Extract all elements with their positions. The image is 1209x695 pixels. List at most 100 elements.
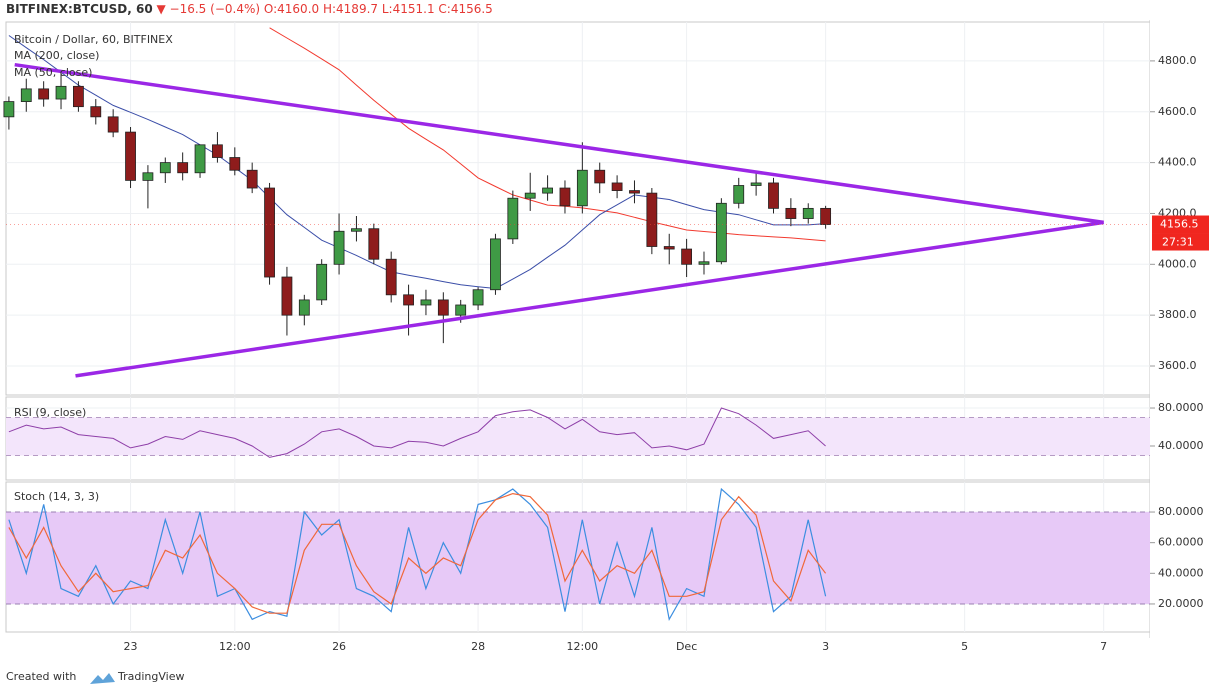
candle-body (3, 101, 15, 118)
candle-body (437, 299, 449, 316)
rsi-title: RSI (9, close) (14, 406, 86, 419)
candle-body (733, 185, 745, 204)
candle-body (385, 258, 397, 296)
low: L:4151.1 (382, 2, 435, 16)
price-tag-label: 4156.5 (1160, 218, 1199, 231)
candle-body (246, 169, 258, 189)
candle-body (316, 263, 328, 301)
candle-body (351, 228, 362, 232)
change: ▼ −16.5 (−0.4%) (157, 2, 261, 16)
candle-body (90, 106, 102, 118)
candle-body (212, 144, 223, 158)
price-tag (1152, 215, 1209, 234)
y-tick-label: 40.0000 (1158, 566, 1204, 579)
candle-body (177, 162, 189, 174)
trendline (75, 220, 1104, 378)
candle-body (663, 246, 675, 250)
x-tick-label: 12:00 (219, 640, 251, 653)
y-tick-label: 4800.0 (1158, 54, 1197, 67)
candle-body (611, 182, 623, 191)
y-tick-label: 4400.0 (1158, 156, 1197, 169)
candle-body (768, 182, 779, 209)
candle-body (159, 162, 171, 174)
stoch-title: Stoch (14, 3, 3) (14, 490, 99, 503)
candle-body (681, 248, 693, 265)
band (6, 417, 1150, 456)
x-tick-label: 28 (471, 640, 485, 653)
y-tick-label: 3800.0 (1158, 308, 1197, 321)
candle-body (542, 187, 553, 194)
candle-body (820, 207, 832, 225)
price-axis (1150, 20, 1209, 638)
x-tick-label: 5 (961, 640, 968, 653)
candle-body (715, 202, 727, 263)
x-tick-label: 12:00 (566, 640, 598, 653)
candle-body (142, 172, 154, 181)
y-tick-label: 60.0000 (1158, 536, 1204, 549)
logo (90, 673, 115, 684)
candle-body (38, 88, 50, 100)
x-tick-label: Dec (676, 640, 697, 653)
stoch-line (8, 492, 827, 614)
countdown-label: 27:31 (1162, 236, 1194, 249)
candle-body (229, 157, 241, 171)
open: O:4160.0 (264, 2, 319, 16)
candle-body (802, 207, 814, 219)
candle-body (298, 299, 310, 316)
ma-label: MA (200, close) (14, 49, 99, 62)
rsi-line (8, 407, 826, 458)
candle-body (646, 192, 658, 247)
y-tick-label: 3600.0 (1158, 359, 1197, 372)
candle-body (264, 187, 275, 278)
brand[interactable]: TradingView (117, 670, 184, 683)
candle-body (73, 85, 84, 108)
symbol: BITFINEX:BTCUSD, 60 (6, 2, 153, 16)
pane-title: Bitcoin / Dollar, 60, BITFINEX (14, 33, 173, 46)
x-tick-label: 7 (1100, 640, 1107, 653)
candle-body (524, 192, 536, 199)
candle-body (194, 144, 206, 174)
x-tick-label: 23 (124, 640, 138, 653)
candle-body (333, 230, 345, 265)
candle-body (125, 131, 136, 181)
footer-text: Created with (6, 670, 76, 683)
candle-body (490, 238, 501, 291)
candle-body (420, 299, 432, 306)
candle-body (559, 187, 571, 207)
trendline (14, 62, 1104, 225)
candle-body (107, 116, 119, 133)
stoch-line (8, 487, 827, 622)
x-tick-label: 26 (332, 640, 346, 653)
header: BITFINEX:BTCUSD, 60 ▼ −16.5 (−0.4%) O:41… (6, 2, 493, 16)
candle-body (594, 169, 606, 184)
countdown-tag (1152, 233, 1209, 251)
grid (5, 20, 1209, 638)
candle-body (629, 190, 640, 194)
moving-average (8, 35, 826, 290)
y-tick-label: 40.0000 (1158, 439, 1204, 452)
candle-body (403, 294, 414, 306)
candle-body (576, 169, 588, 207)
x-tick-label: 3 (822, 640, 829, 653)
candle-body (507, 197, 519, 240)
moving-average (269, 27, 826, 242)
candle-body (785, 207, 797, 219)
candle-body (455, 304, 467, 316)
ma-label: MA (50, close) (14, 66, 92, 79)
plot (3, 27, 1150, 622)
y-tick-label: 80.0000 (1158, 505, 1204, 518)
high: H:4189.7 (323, 2, 378, 16)
y-tick-label: 4600.0 (1158, 105, 1197, 118)
close: C:4156.5 (438, 2, 492, 16)
candle-body (20, 88, 32, 102)
candle-body (698, 261, 710, 265)
y-tick-label: 20.0000 (1158, 597, 1204, 610)
y-tick-label: 4000.0 (1158, 257, 1197, 270)
y-tick-label: 80.0000 (1158, 401, 1204, 414)
candle-body (55, 85, 67, 100)
candle-body (368, 228, 380, 260)
candle-body (281, 276, 293, 316)
candle-body (750, 182, 762, 186)
candle-body (472, 289, 484, 306)
